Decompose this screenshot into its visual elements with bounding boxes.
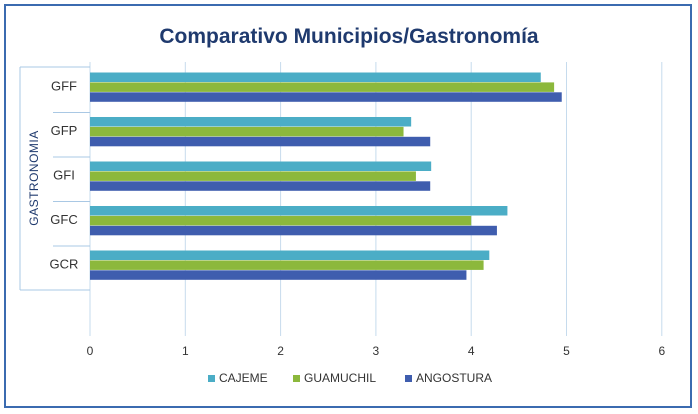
bar-cajeme-gfc [90,206,508,216]
bar-guamuchil-gfi [90,171,416,181]
legend-label-guamuchil: GUAMUCHIL [304,371,376,385]
bar-guamuchil-gfp [90,126,404,137]
bar-angostura-gfc [90,225,497,236]
bar-angostura-gcr [90,270,467,280]
x-tick-label: 5 [563,344,570,358]
legend-swatch-cajeme [208,375,215,382]
bar-angostura-gff [90,92,562,102]
bar-cajeme-gcr [90,250,490,260]
bar-guamuchil-gfc [90,215,472,226]
category-labels: GFF GFP GFI GFC GCR [50,79,79,272]
bar-cajeme-gff [90,72,541,82]
bar-guamuchil-gff [90,82,555,92]
bar-cajeme-gfi [90,161,432,171]
bar-angostura-gfi [90,181,431,191]
legend-label-angostura: ANGOSTURA [416,371,492,385]
legend-swatch-guamuchil [293,375,300,382]
x-tick-labels: 0 1 2 3 4 5 6 [87,344,666,358]
x-tick-label: 2 [277,344,284,358]
category-frame [19,66,90,291]
legend-label-cajeme: CAJEME [219,371,268,385]
bar-angostura-gfp [90,136,431,147]
legend-swatch-angostura [405,375,412,382]
category-label-gff: GFF [51,79,77,94]
x-tick-label: 0 [87,344,94,358]
bar-guamuchil-gcr [90,260,484,270]
x-tick-label: 6 [658,344,665,358]
legend: CAJEME GUAMUCHIL ANGOSTURA [208,371,492,385]
x-tick-label: 4 [468,344,475,358]
chart-title: Comparativo Municipios/Gastronomía [159,25,539,48]
category-label-gfc: GFC [50,212,77,227]
y-axis-title: GASTRONOMIA [27,130,41,226]
category-label-gcr: GCR [50,257,79,272]
x-tick-label: 3 [373,344,380,358]
bars [90,72,562,280]
bar-cajeme-gfp [90,117,412,127]
gridlines [89,62,663,336]
x-tick-label: 1 [182,344,189,358]
category-label-gfp: GFP [51,123,78,138]
category-label-gfi: GFI [53,168,75,183]
